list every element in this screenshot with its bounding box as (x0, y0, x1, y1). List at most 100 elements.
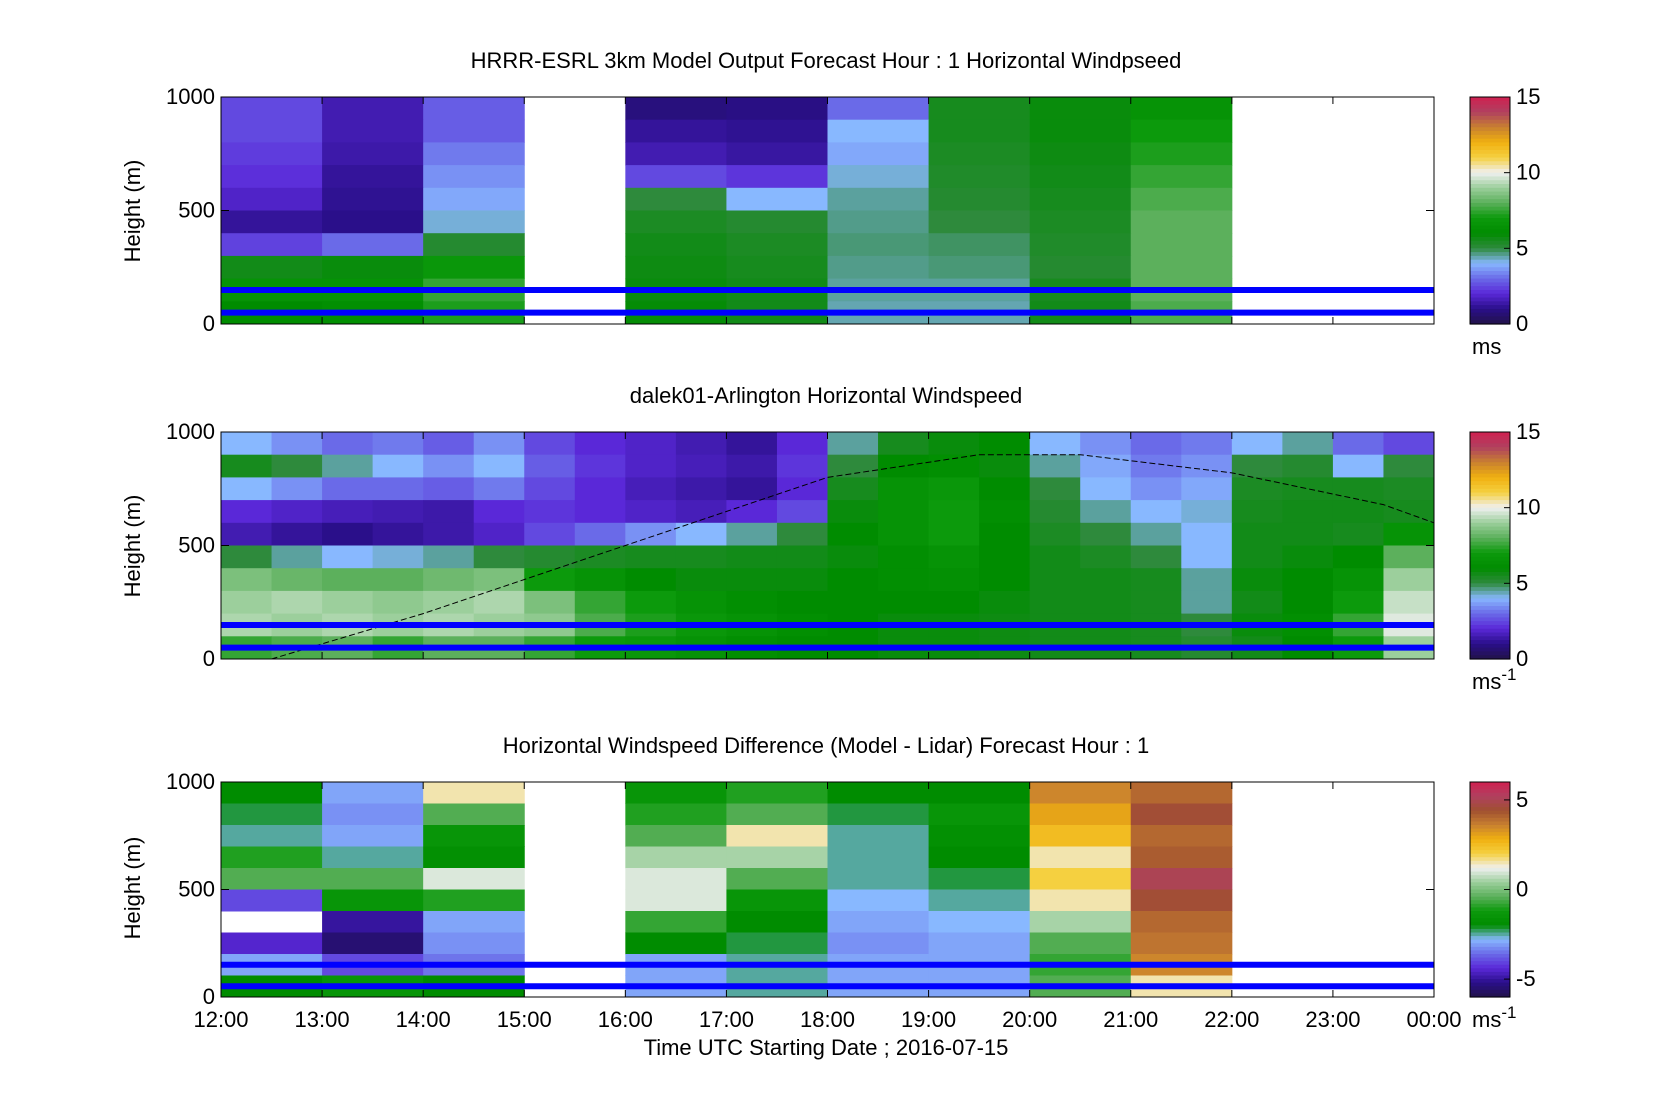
y-axis-label: Height (m) (120, 837, 145, 940)
heatmap-cell (726, 825, 828, 847)
colorbar-swatch (1470, 176, 1510, 181)
heatmap-cell (574, 454, 626, 478)
heatmap-cell (221, 522, 273, 546)
heatmap-cell (776, 500, 828, 524)
heatmap-cell (1231, 500, 1283, 524)
colorbar-swatch (1470, 825, 1510, 830)
heatmap-cell (221, 545, 273, 569)
heatmap-cell (524, 590, 576, 615)
heatmap-cell (221, 868, 323, 890)
colorbar-swatch (1470, 968, 1510, 973)
heatmap-cell (322, 911, 424, 933)
heatmap-cell (1332, 432, 1384, 456)
heatmap-cell (928, 97, 1031, 121)
colorbar-swatch (1470, 853, 1510, 858)
heatmap-cell (1282, 590, 1334, 615)
colorbar-swatch (1470, 889, 1510, 894)
heatmap-cell (878, 545, 930, 569)
heatmap-cell (928, 119, 1031, 143)
heatmap-cell (423, 545, 475, 569)
colorbar-swatch (1470, 503, 1510, 509)
x-tick-label: 15:00 (497, 1007, 552, 1032)
heatmap-cell (221, 119, 323, 143)
heatmap-cell (675, 477, 727, 501)
heatmap-cell (1130, 782, 1233, 804)
colorbar-swatch (1470, 624, 1510, 630)
heatmap-cell (827, 454, 879, 478)
colorbar-swatch (1470, 225, 1510, 231)
x-axis-label: Time UTC Starting Date ; 2016-07-15 (644, 1035, 1009, 1060)
heatmap-cell (372, 477, 424, 501)
x-tick-label: 12:00 (193, 1007, 248, 1032)
heatmap-cell (827, 545, 879, 569)
heatmap-cell (221, 233, 323, 257)
colorbar-swatch (1470, 229, 1510, 234)
heatmap-cell (1181, 432, 1233, 456)
colorbar-swatch (1470, 587, 1510, 592)
colorbar-swatch (1470, 496, 1510, 501)
heatmap-cell (928, 803, 1031, 826)
heatmap-cell (423, 932, 525, 955)
heatmap-cell (928, 590, 980, 615)
colorbar-swatch (1470, 989, 1510, 995)
heatmap-cell (221, 803, 323, 826)
colorbar-swatch (1470, 507, 1510, 513)
colorbar-swatch (1470, 541, 1510, 547)
heatmap-cell (726, 165, 828, 189)
colorbar-tick-label: 0 (1516, 877, 1528, 902)
colorbar-swatch (1470, 458, 1510, 463)
colorbar-swatch (1470, 911, 1510, 916)
heatmap-cell (726, 911, 828, 933)
heatmap-cell (473, 590, 525, 615)
heatmap-cell (221, 142, 323, 166)
heatmap-cell (928, 825, 1031, 847)
heatmap-cell (473, 477, 525, 501)
heatmap-cell (625, 500, 677, 524)
heatmap-cell (1029, 803, 1132, 826)
panel-title: dalek01-Arlington Horizontal Windspeed (630, 383, 1023, 408)
colorbar-swatch (1470, 488, 1510, 494)
colorbar-swatch (1470, 252, 1510, 257)
heatmap-cell (726, 590, 778, 615)
colorbar-swatch (1470, 885, 1510, 891)
heatmap-cell (1231, 522, 1283, 546)
heatmap-cell (271, 522, 323, 546)
panel-title: Horizontal Windspeed Difference (Model -… (503, 733, 1149, 758)
colorbar-swatch (1470, 466, 1510, 471)
heatmap-cell (1130, 165, 1233, 189)
colorbar-swatch (1470, 907, 1510, 912)
heatmap-cell (423, 454, 475, 478)
heatmap-cell (423, 522, 475, 546)
heatmap-cell (726, 889, 828, 912)
heatmap-cell (1332, 568, 1384, 592)
colorbar-swatch (1470, 803, 1510, 808)
colorbar-tick-label: 0 (1516, 311, 1528, 336)
colorbar-swatch (1470, 842, 1510, 848)
heatmap-cell (221, 932, 323, 955)
heatmap-cell (827, 500, 879, 524)
heatmap-cell (1029, 187, 1132, 211)
colorbar-swatch (1470, 864, 1510, 869)
heatmap-cell (473, 500, 525, 524)
colorbar-tick-label: 15 (1516, 419, 1540, 444)
heatmap-cell (271, 454, 323, 478)
heatmap-cell (1130, 233, 1233, 257)
colorbar-swatch (1470, 609, 1510, 615)
heatmap-cell (1231, 477, 1283, 501)
colorbar-swatch (1470, 875, 1510, 880)
colorbar-swatch (1470, 643, 1510, 649)
heatmap-cell (1383, 432, 1435, 456)
heatmap-cell (1332, 454, 1384, 478)
heatmap-cell (625, 590, 677, 615)
colorbar-swatch (1470, 878, 1510, 883)
colorbar-swatch (1470, 462, 1510, 467)
heatmap-cell (1029, 568, 1081, 592)
heatmap-cell (524, 522, 576, 546)
colorbar-swatch (1470, 814, 1510, 819)
heatmap-cell (221, 210, 323, 234)
heatmap-cell (1029, 432, 1081, 456)
colorbar-swatch (1470, 799, 1510, 805)
heatmap-cell (726, 545, 778, 569)
heatmap-cell (221, 477, 273, 501)
